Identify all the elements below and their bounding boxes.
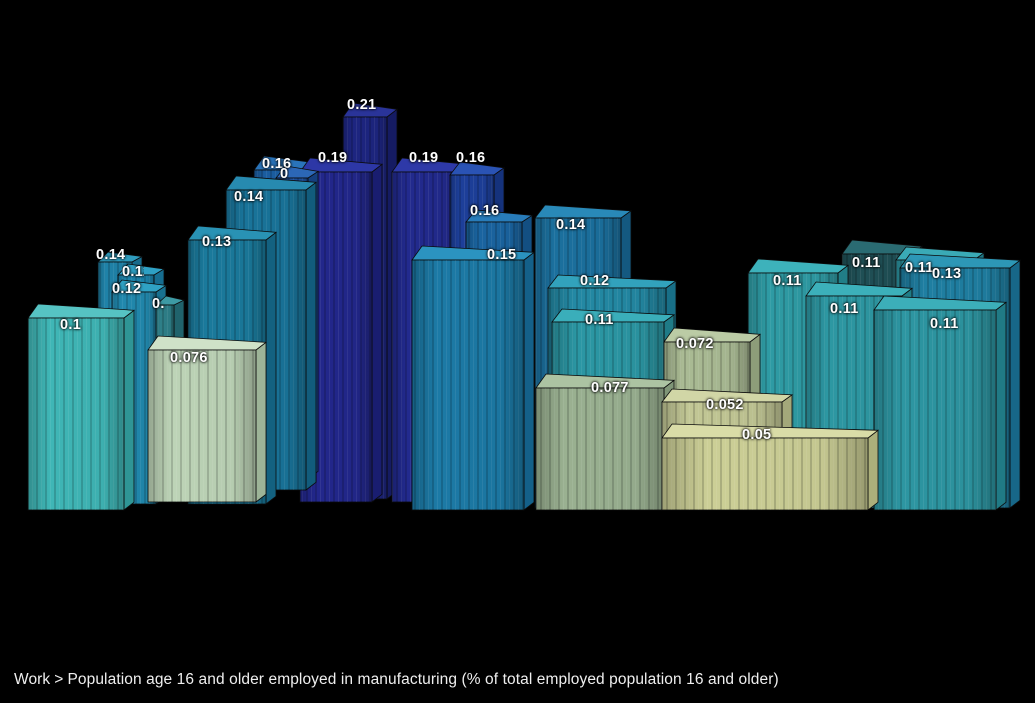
prism[interactable] xyxy=(411,245,536,511)
caption-category: Work xyxy=(14,671,51,688)
prism-map-svg xyxy=(27,102,1022,511)
prism-side-face xyxy=(371,163,383,503)
prism-shading xyxy=(662,438,868,510)
prism[interactable] xyxy=(147,335,268,503)
indicator-caption: Work > Population age 16 and older employe… xyxy=(14,671,779,689)
prism[interactable] xyxy=(535,373,676,511)
prism-map-scene[interactable]: 0.10.140.120.120.0.0760.130.140.1600.190… xyxy=(0,0,1035,660)
prism[interactable] xyxy=(661,423,880,511)
caption-separator: > xyxy=(54,671,64,688)
prism-shading xyxy=(536,388,664,510)
prism-side-face xyxy=(867,429,879,511)
prism-shading xyxy=(148,350,256,502)
caption-indicator: Population age 16 and older employed in … xyxy=(67,671,779,688)
prism-group xyxy=(27,102,1022,511)
prism-side-face xyxy=(265,231,277,505)
prism-shading xyxy=(874,310,996,510)
prism[interactable] xyxy=(27,303,136,511)
prism-side-face xyxy=(255,341,267,503)
prism-side-face xyxy=(995,301,1007,511)
prism-side-face xyxy=(1009,259,1021,509)
prism-side-face xyxy=(123,309,135,511)
prism-shading xyxy=(412,260,524,510)
prism-side-face xyxy=(523,251,535,511)
prism-shading xyxy=(28,318,124,510)
prism[interactable] xyxy=(873,295,1008,511)
prism-side-face xyxy=(305,181,317,491)
